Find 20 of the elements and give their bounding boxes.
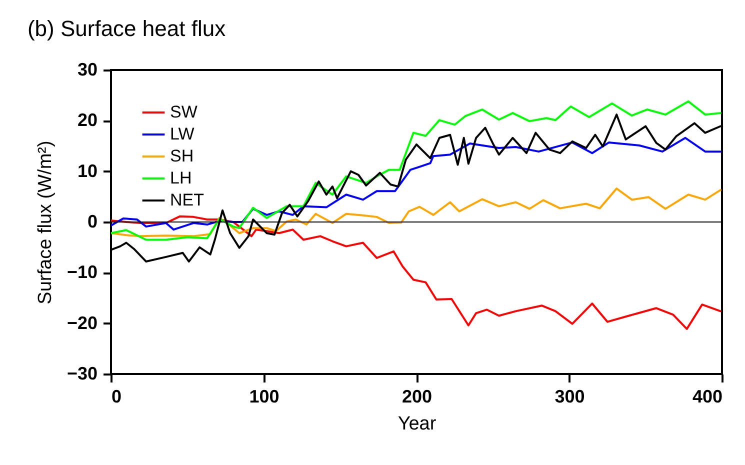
x-axis-title: Year bbox=[398, 414, 437, 434]
y-tick-label: 0 bbox=[87, 212, 98, 232]
y-tick-label: 30 bbox=[77, 60, 98, 80]
x-tick-label: 300 bbox=[554, 386, 585, 406]
y-axis-title: Surface flux (W/m²) bbox=[34, 140, 56, 304]
legend-label: LH bbox=[170, 168, 192, 188]
x-tick-label: 200 bbox=[402, 386, 432, 406]
x-tick-label: 400 bbox=[692, 386, 722, 406]
y-tick-label: 10 bbox=[77, 160, 98, 181]
legend-label: LW bbox=[170, 124, 194, 144]
legend-label: SW bbox=[170, 102, 198, 122]
x-tick-label: 0 bbox=[112, 386, 122, 406]
legend-label: NET bbox=[170, 190, 204, 210]
chart-title: (b) Surface heat flux bbox=[27, 16, 226, 41]
x-tick-label: 100 bbox=[249, 386, 280, 406]
y-tick-label: −30 bbox=[66, 364, 98, 384]
y-tick-label: −10 bbox=[66, 262, 98, 282]
legend-label: SH bbox=[170, 146, 194, 166]
y-tick-label: −20 bbox=[66, 312, 98, 333]
y-tick-label: 20 bbox=[77, 110, 98, 130]
